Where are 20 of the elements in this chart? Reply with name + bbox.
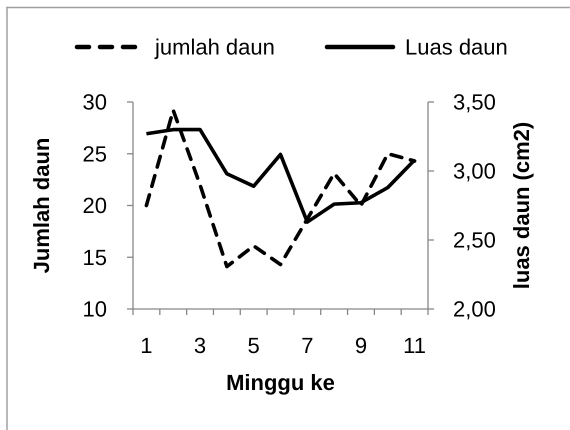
y2-tick-label: 3,50 [453,90,496,114]
legend-label: Luas daun [405,34,508,60]
x-tick-label: 1 [140,333,153,358]
y-tick-label: 10 [82,296,107,322]
y2-tick-label: 2,50 [453,228,496,252]
legend-label: jumlah daun [154,34,275,60]
y2-axis-title: luas daun (cm2) [509,122,534,290]
x-tick-label: 7 [301,333,314,358]
x-tick-label: 3 [194,333,206,358]
y2-tick-label: 3,00 [453,158,496,184]
x-tick-label: 9 [354,333,368,358]
y-tick-label: 30 [82,90,107,114]
y-axis-title: Jumlah daun [29,138,54,274]
y-tick-label: 15 [82,244,107,270]
y-tick-label: 20 [82,193,107,218]
x-tick-label: 11 [403,333,426,358]
y-tick-label: 25 [82,141,107,166]
y2-tick-label: 2,00 [453,296,496,322]
x-tick-label: 5 [248,333,260,358]
x-axis-title: Minggu ke [226,370,335,395]
